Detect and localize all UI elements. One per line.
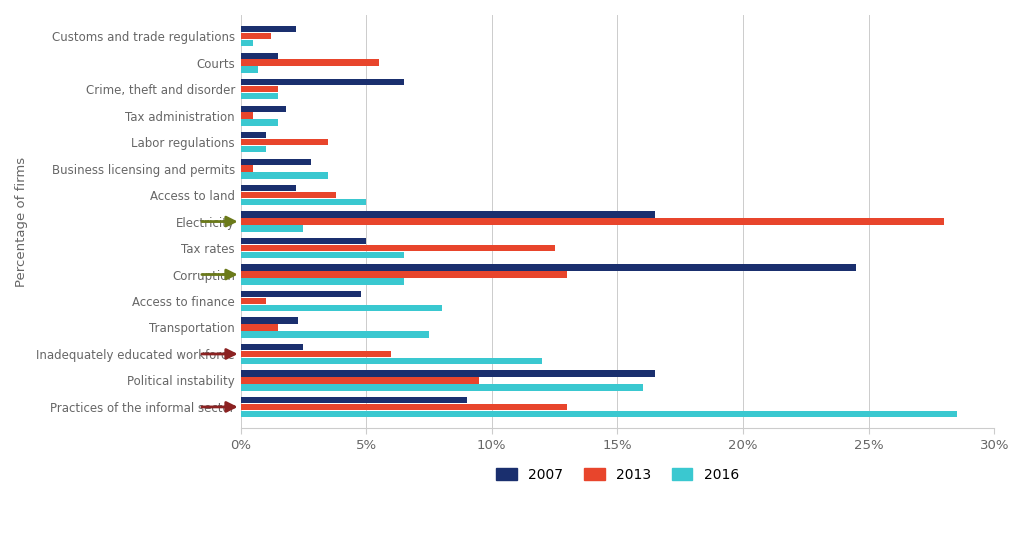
- Bar: [241, 238, 367, 245]
- Bar: [241, 59, 379, 66]
- Bar: [241, 271, 567, 278]
- Bar: [241, 377, 479, 383]
- Bar: [241, 298, 265, 304]
- Bar: [241, 305, 441, 311]
- Bar: [241, 119, 279, 125]
- Bar: [241, 358, 542, 364]
- Bar: [241, 40, 253, 46]
- Bar: [241, 317, 298, 324]
- Bar: [241, 66, 258, 73]
- Bar: [241, 225, 303, 232]
- Bar: [241, 93, 279, 99]
- Bar: [241, 26, 296, 33]
- Bar: [241, 79, 403, 85]
- Bar: [241, 53, 279, 59]
- Bar: [241, 245, 555, 251]
- Legend: 2007, 2013, 2016: 2007, 2013, 2016: [490, 462, 744, 487]
- Bar: [241, 324, 279, 331]
- Bar: [241, 192, 336, 198]
- Bar: [241, 351, 391, 357]
- Bar: [241, 146, 265, 152]
- Bar: [241, 33, 270, 40]
- Bar: [241, 252, 403, 258]
- Bar: [241, 185, 296, 191]
- Bar: [241, 106, 286, 112]
- Bar: [241, 291, 361, 297]
- Bar: [241, 371, 655, 377]
- Bar: [241, 86, 279, 92]
- Bar: [241, 264, 856, 271]
- Bar: [241, 218, 944, 225]
- Bar: [241, 211, 655, 218]
- Bar: [241, 199, 367, 205]
- Y-axis label: Percentage of firms: Percentage of firms: [15, 156, 28, 287]
- Bar: [241, 139, 329, 145]
- Bar: [241, 159, 311, 165]
- Bar: [241, 172, 329, 179]
- Bar: [241, 404, 567, 410]
- Bar: [241, 166, 253, 172]
- Bar: [241, 411, 956, 417]
- Bar: [241, 132, 265, 138]
- Bar: [241, 278, 403, 285]
- Bar: [241, 331, 429, 337]
- Bar: [241, 344, 303, 350]
- Bar: [241, 113, 253, 119]
- Bar: [241, 397, 467, 403]
- Bar: [241, 384, 642, 390]
